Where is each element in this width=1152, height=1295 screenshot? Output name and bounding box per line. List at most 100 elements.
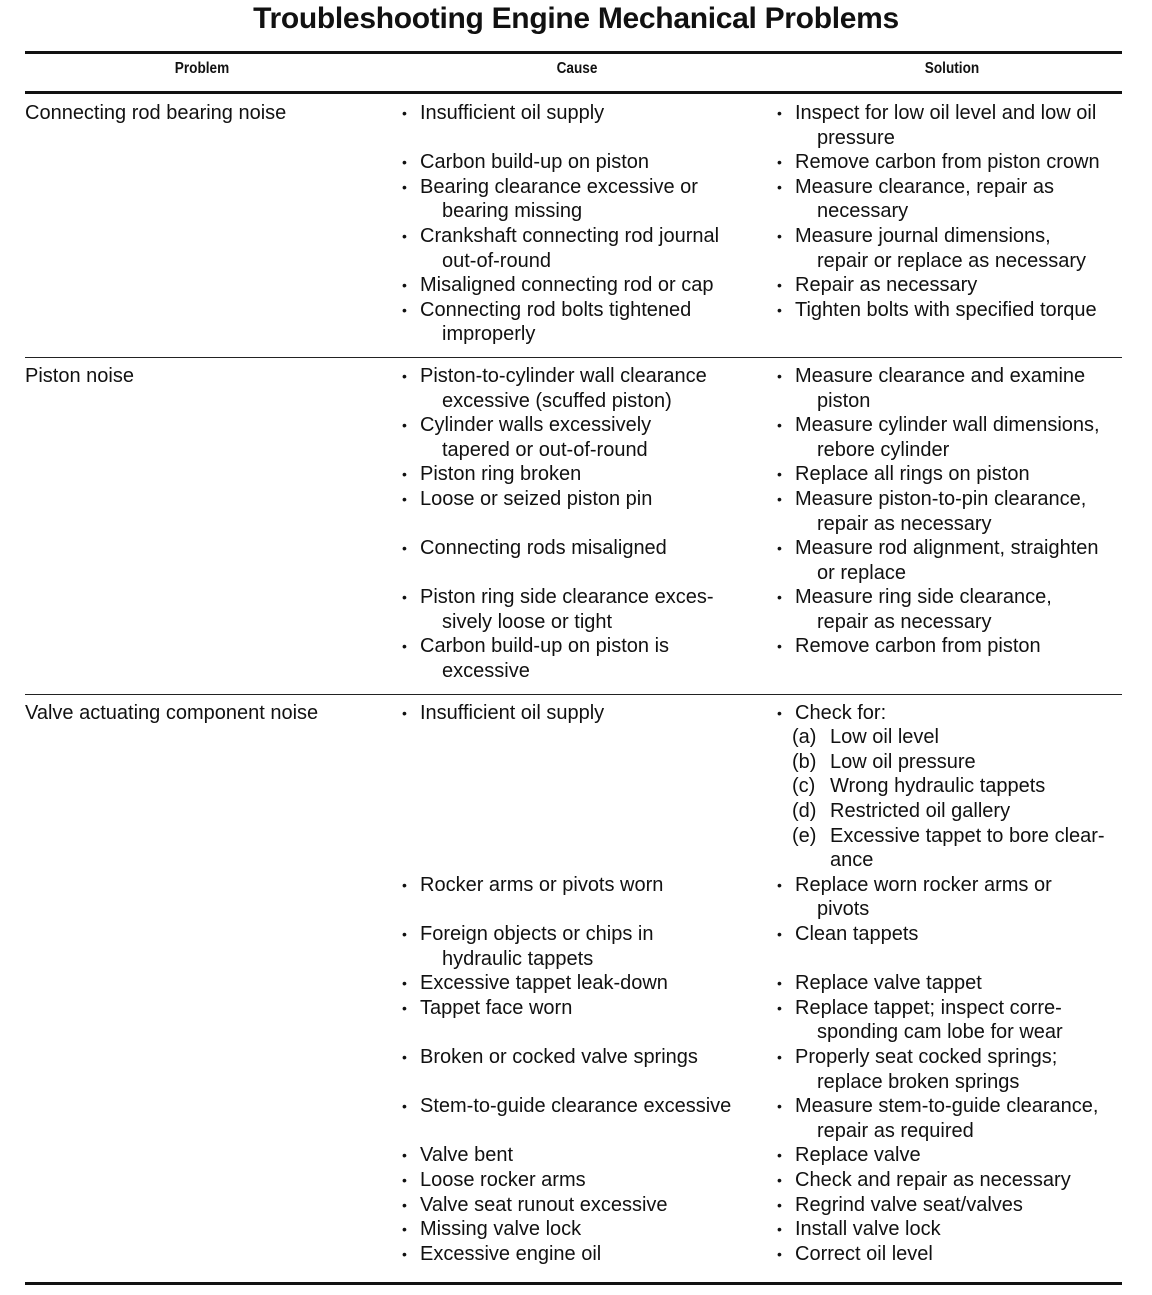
text-line: Missing valve lock: [420, 1218, 582, 1241]
problem-label: Valve actuating component noise: [25, 701, 319, 724]
bullet-icon: •: [777, 638, 782, 655]
cause-item: • Loose rocker arms: [400, 1168, 775, 1193]
solution-item: • Clean tappets: [775, 922, 1120, 971]
bullet-icon: •: [777, 926, 782, 942]
solution-item: • Measure ring side clearance, repair as n…: [775, 585, 1120, 634]
bullet-icon: •: [777, 1221, 782, 1238]
bullet-icon: •: [777, 1098, 782, 1115]
text-line: Replace valve: [795, 1144, 921, 1167]
text-line: rebore cylinder: [817, 438, 950, 461]
text-line: Crankshaft connecting rod journal: [420, 224, 720, 247]
text-line: Replace worn rocker arms or: [795, 873, 1052, 896]
bullet-icon: •: [777, 1048, 782, 1065]
cause-item: • Valve seat runout excessive: [400, 1193, 775, 1218]
solution-item: • Measure journal dimensions, repair or re…: [775, 224, 1120, 273]
text-line: Repair as necessary: [795, 274, 978, 297]
bullet-icon: •: [402, 1098, 407, 1115]
sub-item-label: (c): [792, 775, 816, 798]
text-line: repair or replace as necessary: [817, 249, 1087, 272]
cause-item: • Foreign objects or chips in hydraulic ta…: [400, 922, 775, 971]
bullet-icon: •: [777, 301, 782, 318]
header-rule: [25, 91, 1122, 94]
text-line: repair as necessary: [817, 610, 992, 633]
cause-item: • Rocker arms or pivots worn: [400, 873, 775, 922]
text-line: bearing missing: [442, 200, 583, 223]
sub-item-text: Low oil level: [830, 726, 939, 749]
section-row: Piston noise • Piston-to-cylinder wall cle…: [25, 356, 1122, 694]
bullet-icon: •: [402, 367, 407, 384]
bullet-icon: •: [402, 227, 407, 244]
cause-solution-row: • Valve bent • Replace valve: [25, 1143, 1122, 1168]
cause-solution-row: • Rocker arms or pivots worn • Replace worn…: [25, 873, 1122, 922]
sub-item-label: (e): [792, 824, 817, 847]
text-line: tapered or out-of-round: [442, 438, 648, 461]
bullet-icon: •: [777, 490, 782, 507]
solution-item: • Tighten bolts with specified torque: [775, 298, 1120, 347]
cause-solution-row: • Excessive tappet leak-down • Replace valv…: [25, 971, 1122, 996]
bullet-icon: •: [777, 277, 782, 294]
sub-item-label: (a): [792, 726, 817, 749]
bullet-icon: •: [777, 105, 782, 121]
cause-solution-row: • Misaligned connecting rod or cap • Repair…: [25, 273, 1122, 298]
header-problem: Problem: [174, 60, 230, 77]
bullet-icon: •: [402, 154, 407, 171]
bullet-icon: •: [402, 277, 407, 294]
cause-solution-row: • Valve seat runout excessive • Regrind val…: [25, 1193, 1122, 1218]
text-line: Measure cylinder wall dimensions,: [795, 414, 1100, 437]
cause-item: • Carbon build-up on piston is excessive: [400, 634, 775, 683]
text-line: Rocker arms or pivots worn: [420, 873, 664, 896]
text-line: Install valve lock: [795, 1218, 941, 1241]
text-line: improperly: [442, 323, 536, 346]
text-line: Measure piston-to-pin clearance,: [795, 487, 1087, 510]
text-line: Measure journal dimensions,: [795, 224, 1051, 247]
bullet-icon: •: [402, 876, 407, 893]
cause-item: • Piston-to-cylinder wall clearance excess…: [400, 364, 775, 413]
text-line: Measure stem-to-guide clearance,: [795, 1095, 1099, 1118]
text-line: Stem-to-guide clearance excessive: [420, 1095, 732, 1118]
cause-solution-row: • Crankshaft connecting rod journal out-of…: [25, 224, 1122, 273]
solution-item: • Check for: (a) Low oil level (b) Low oil pr…: [775, 701, 1120, 873]
bullet-icon: •: [777, 417, 782, 434]
text-line: Measure clearance and examine: [795, 364, 1086, 387]
text-line: pivots: [817, 898, 870, 921]
text-line: Excessive tappet leak-down: [420, 972, 668, 995]
bullet-icon: •: [402, 1147, 407, 1164]
cause-solution-row: • Bearing clearance excessive or bearing m…: [25, 175, 1122, 224]
text-line: Connecting rods misaligned: [420, 537, 667, 560]
text-line: Carbon build-up on piston: [420, 151, 650, 174]
bottom-rule: [25, 1282, 1122, 1285]
bullet-icon: •: [402, 999, 407, 1016]
sub-item-text: ance: [830, 849, 874, 872]
cause-solution-row: • Loose rocker arms • Check and repair as n…: [25, 1168, 1122, 1193]
bullet-icon: •: [777, 1245, 782, 1262]
cause-item: • Missing valve lock: [400, 1217, 775, 1242]
bullet-icon: •: [777, 367, 782, 384]
text-line: excessive (scuffed piston): [442, 389, 672, 412]
header-solution: Solution: [924, 60, 980, 77]
cause-solution-row: • Piston ring side clearance exces-sively…: [25, 585, 1122, 634]
text-line: Measure clearance, repair as: [795, 175, 1055, 198]
text-line: Insufficient oil supply: [420, 701, 605, 724]
bullet-icon: •: [402, 1221, 407, 1238]
text-line: Cylinder walls excessively: [420, 414, 652, 437]
solution-item: • Replace valve tappet: [775, 971, 1120, 996]
bullet-icon: •: [777, 999, 782, 1016]
sub-item: (c) Wrong hydraulic tappets: [775, 774, 1120, 799]
text-line: Broken or cocked valve springs: [420, 1045, 698, 1068]
text-line: repair as necessary: [817, 512, 992, 535]
sub-item: (e) Excessive tappet to bore clear-: [775, 824, 1120, 849]
bullet-icon: •: [777, 178, 782, 195]
cause-item: • Bearing clearance excessive or bearing m…: [400, 175, 775, 224]
solution-item: • Measure stem-to-guide clearance, repair …: [775, 1094, 1120, 1143]
text-line: Excessive engine oil: [420, 1242, 602, 1265]
text-line: Measure ring side clearance,: [795, 586, 1052, 609]
text-line: pressure: [817, 126, 895, 149]
bullet-icon: •: [777, 589, 782, 606]
text-line: Insufficient oil supply: [420, 102, 605, 124]
text-line: Valve seat runout excessive: [420, 1193, 668, 1216]
text-line: Regrind valve seat/valves: [795, 1193, 1023, 1216]
bullet-icon: •: [777, 876, 782, 893]
bullet-icon: •: [777, 1147, 782, 1164]
bullet-icon: •: [402, 301, 407, 318]
cause-item: • Connecting rod bolts tightened improperl…: [400, 298, 775, 347]
